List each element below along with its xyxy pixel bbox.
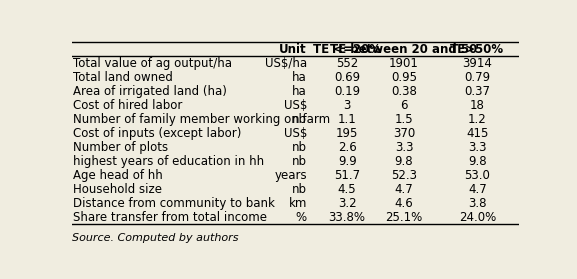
Text: Area of irrigated land (ha): Area of irrigated land (ha) [73,85,227,98]
Text: 3914: 3914 [462,57,492,70]
Text: nb: nb [292,155,307,168]
Text: 3.8: 3.8 [468,197,486,210]
Text: years: years [274,169,307,182]
Text: 4.6: 4.6 [395,197,413,210]
Text: Number of plots: Number of plots [73,141,168,154]
Text: 0.38: 0.38 [391,85,417,98]
Text: highest years of education in hh: highest years of education in hh [73,155,264,168]
Text: nb: nb [292,183,307,196]
Text: 9.8: 9.8 [468,155,486,168]
Text: 9.9: 9.9 [338,155,357,168]
Text: nb: nb [292,113,307,126]
Text: 1.2: 1.2 [468,113,486,126]
Text: 24.0%: 24.0% [459,211,496,224]
Text: TE>50%: TE>50% [450,43,504,56]
Text: 0.37: 0.37 [464,85,490,98]
Text: 3.2: 3.2 [338,197,357,210]
Text: ha: ha [292,85,307,98]
Text: Total land owned: Total land owned [73,71,173,84]
Text: TE <=20%: TE <=20% [313,43,381,56]
Text: 3.3: 3.3 [395,141,413,154]
Text: Unit: Unit [279,43,307,56]
Text: 0.19: 0.19 [334,85,360,98]
Text: 370: 370 [393,127,415,140]
Text: 2.6: 2.6 [338,141,357,154]
Text: Source. Computed by authors: Source. Computed by authors [72,233,239,243]
Text: 1901: 1901 [389,57,419,70]
Text: US$: US$ [283,127,307,140]
Text: Cost of hired labor: Cost of hired labor [73,99,182,112]
Text: 195: 195 [336,127,358,140]
Text: Household size: Household size [73,183,162,196]
Text: 9.8: 9.8 [395,155,413,168]
Text: US$/ha: US$/ha [265,57,307,70]
Text: US$: US$ [283,99,307,112]
Text: 415: 415 [466,127,489,140]
Text: 1.1: 1.1 [338,113,357,126]
Text: 4.5: 4.5 [338,183,357,196]
Text: Cost of inputs (except labor): Cost of inputs (except labor) [73,127,241,140]
Text: 3.3: 3.3 [468,141,486,154]
Text: Distance from community to bank: Distance from community to bank [73,197,275,210]
Text: Share transfer from total income: Share transfer from total income [73,211,267,224]
Text: 0.69: 0.69 [334,71,360,84]
Text: 53.0: 53.0 [464,169,490,182]
Text: ha: ha [292,71,307,84]
Text: %: % [296,211,307,224]
Text: km: km [288,197,307,210]
Text: 552: 552 [336,57,358,70]
Text: 33.8%: 33.8% [329,211,366,224]
Text: 6: 6 [400,99,408,112]
Text: 52.3: 52.3 [391,169,417,182]
Text: 4.7: 4.7 [468,183,486,196]
Text: 3: 3 [343,99,351,112]
Text: 4.7: 4.7 [395,183,413,196]
Text: 1.5: 1.5 [395,113,413,126]
Text: Total value of ag output/ha: Total value of ag output/ha [73,57,232,70]
Text: 51.7: 51.7 [334,169,360,182]
Text: Age head of hh: Age head of hh [73,169,163,182]
Text: Number of family member working on farm: Number of family member working on farm [73,113,330,126]
Text: TE between 20 and 50: TE between 20 and 50 [330,43,478,56]
Text: 0.79: 0.79 [464,71,490,84]
Text: 18: 18 [470,99,485,112]
Text: 25.1%: 25.1% [385,211,422,224]
Text: nb: nb [292,141,307,154]
Text: 0.95: 0.95 [391,71,417,84]
